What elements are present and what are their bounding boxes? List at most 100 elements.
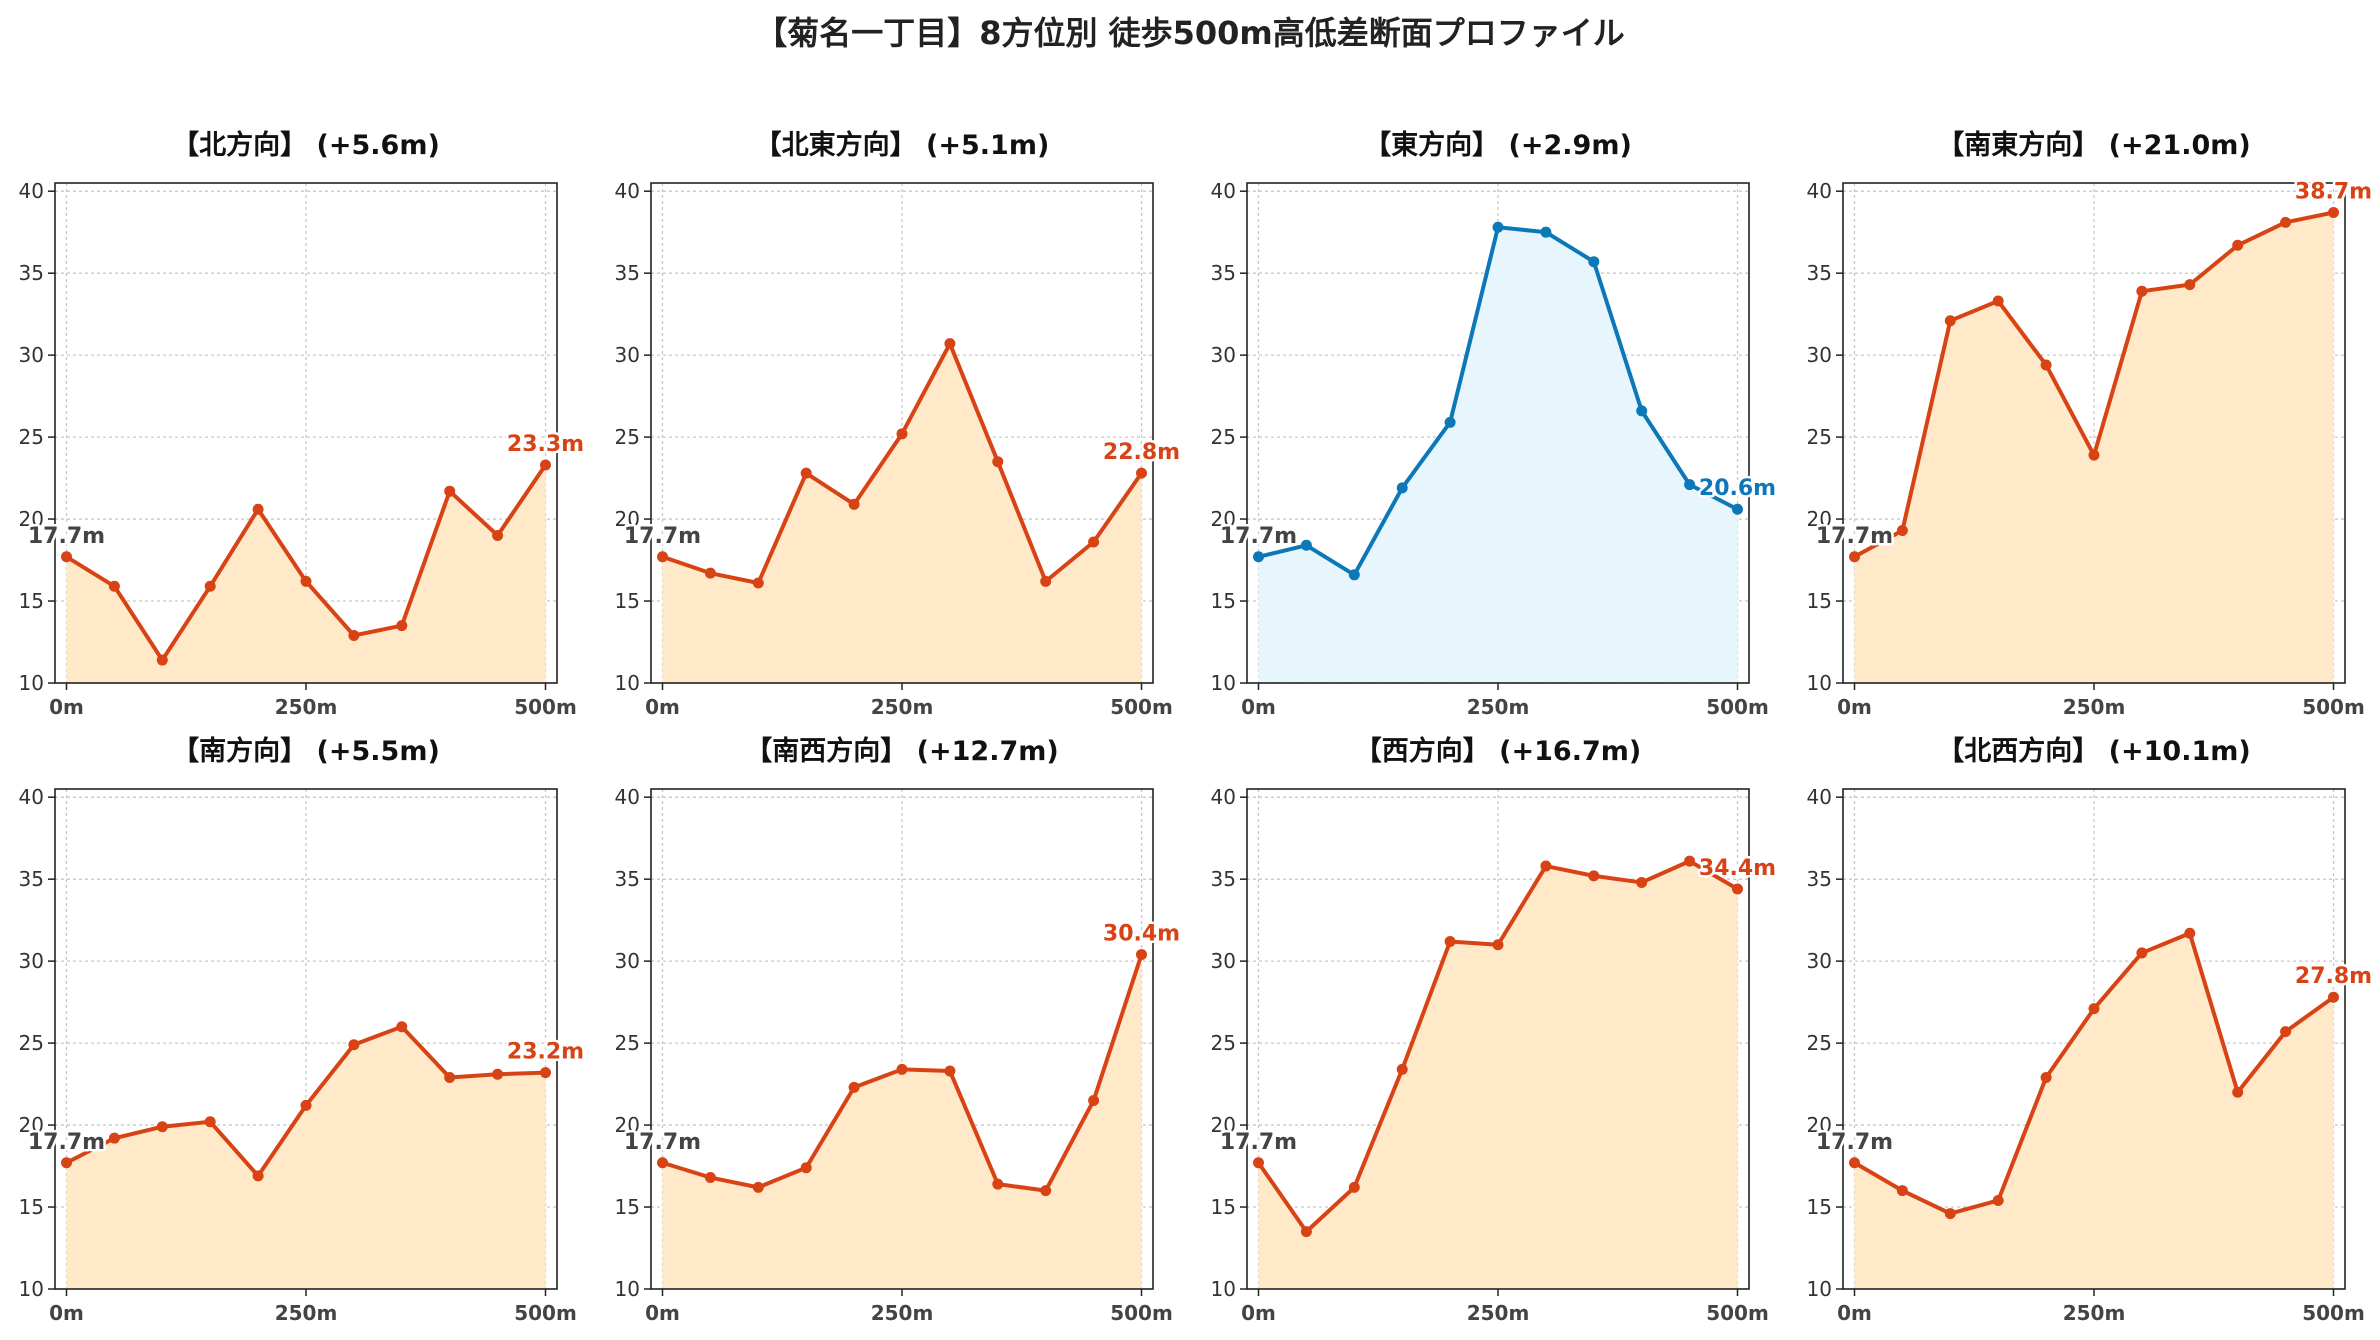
elevation-point xyxy=(800,1162,812,1174)
y-tick-label: 30 xyxy=(615,949,640,973)
elevation-point xyxy=(1444,935,1456,947)
y-tick-label: 20 xyxy=(1807,1113,1832,1137)
y-tick-label: 35 xyxy=(1807,867,1832,891)
elevation-area xyxy=(1258,227,1738,683)
elevation-point xyxy=(992,456,1004,468)
x-tick-label: 250m xyxy=(1467,695,1530,719)
y-tick-label: 15 xyxy=(1211,1195,1236,1219)
elevation-point xyxy=(1300,1226,1312,1238)
elevation-point xyxy=(2328,207,2340,219)
elevation-point xyxy=(1588,870,1600,882)
elevation-point xyxy=(1492,221,1504,233)
elevation-point xyxy=(1896,1185,1908,1197)
panel-4: 【南東方向】 (+21.0m) 10 15 20 25 30 35 40 0m 250m 500m 1… xyxy=(1807,129,2375,719)
elevation-point xyxy=(1396,482,1408,494)
y-tick-label: 20 xyxy=(1211,507,1236,531)
x-tick-label: 0m xyxy=(49,1301,84,1325)
elevation-point xyxy=(1492,939,1504,951)
start-elevation-label: 17.7m xyxy=(1816,524,1893,549)
elevation-point xyxy=(396,1021,408,1033)
y-tick-label: 25 xyxy=(19,1031,44,1055)
start-elevation-label: 17.7m xyxy=(624,524,701,549)
elevation-point xyxy=(1252,551,1264,563)
y-tick-label: 15 xyxy=(1211,589,1236,613)
elevation-area xyxy=(662,343,1142,683)
y-tick-label: 40 xyxy=(1211,179,1236,203)
x-tick-label: 500m xyxy=(514,695,577,719)
elevation-point xyxy=(1588,256,1600,268)
elevation-point xyxy=(1136,949,1148,961)
elevation-point xyxy=(848,1081,860,1093)
elevation-point xyxy=(896,428,908,440)
panel-title: 【南西方向】 (+12.7m) xyxy=(745,735,1058,767)
panel-7: 【西方向】 (+16.7m) 10 15 20 25 30 35 40 0m 250m 500m 17… xyxy=(1211,735,1779,1325)
x-tick-label: 500m xyxy=(514,1301,577,1325)
y-tick-label: 25 xyxy=(1211,425,1236,449)
elevation-point xyxy=(204,580,216,592)
elevation-point xyxy=(300,575,312,587)
x-tick-label: 500m xyxy=(2302,1301,2365,1325)
elevation-point xyxy=(1944,315,1956,327)
elevation-point xyxy=(944,1065,956,1077)
elevation-point xyxy=(156,654,168,666)
elevation-point xyxy=(752,577,764,589)
x-tick-label: 500m xyxy=(1706,695,1769,719)
elevation-point xyxy=(1540,226,1552,238)
y-tick-label: 40 xyxy=(1807,179,1832,203)
y-tick-label: 30 xyxy=(1807,343,1832,367)
elevation-point xyxy=(1040,1185,1052,1197)
elevation-point xyxy=(1136,467,1148,479)
y-tick-label: 25 xyxy=(1211,1031,1236,1055)
x-tick-label: 250m xyxy=(871,1301,934,1325)
start-elevation-label: 17.7m xyxy=(1816,1130,1893,1155)
end-elevation-label: 20.6m xyxy=(1699,476,1776,501)
x-tick-label: 0m xyxy=(1837,1301,1872,1325)
y-tick-label: 35 xyxy=(615,261,640,285)
x-tick-label: 500m xyxy=(1110,695,1173,719)
y-tick-label: 35 xyxy=(1211,867,1236,891)
x-tick-label: 250m xyxy=(871,695,934,719)
elevation-point xyxy=(60,1157,72,1169)
elevation-point xyxy=(2280,216,2292,228)
y-tick-label: 25 xyxy=(19,425,44,449)
y-tick-label: 20 xyxy=(615,507,640,531)
elevation-point xyxy=(1444,416,1456,428)
x-tick-label: 250m xyxy=(275,1301,338,1325)
y-tick-label: 10 xyxy=(1211,671,1236,695)
y-tick-label: 40 xyxy=(1211,785,1236,809)
end-elevation-label: 22.8m xyxy=(1103,440,1180,465)
y-tick-label: 20 xyxy=(19,507,44,531)
elevation-point xyxy=(252,1170,264,1182)
y-tick-label: 35 xyxy=(19,261,44,285)
elevation-point xyxy=(1396,1063,1408,1075)
x-tick-label: 250m xyxy=(2063,1301,2126,1325)
elevation-point xyxy=(2040,1072,2052,1084)
elevation-area xyxy=(1258,861,1738,1289)
elevation-point xyxy=(704,1172,716,1184)
elevation-point xyxy=(2232,239,2244,251)
elevation-point xyxy=(1848,551,1860,563)
elevation-area xyxy=(1854,933,2334,1289)
y-tick-label: 10 xyxy=(615,1277,640,1301)
end-elevation-label: 38.7m xyxy=(2295,180,2372,205)
end-elevation-label: 30.4m xyxy=(1103,922,1180,947)
elevation-point xyxy=(492,529,504,541)
elevation-point xyxy=(492,1068,504,1080)
panel-title: 【南方向】 (+5.5m) xyxy=(172,735,440,767)
elevation-point xyxy=(1540,860,1552,872)
y-tick-label: 20 xyxy=(1211,1113,1236,1137)
y-tick-label: 20 xyxy=(19,1113,44,1137)
elevation-point xyxy=(2088,449,2100,461)
panel-title: 【東方向】 (+2.9m) xyxy=(1364,129,1632,161)
elevation-point xyxy=(992,1178,1004,1190)
elevation-point xyxy=(348,1039,360,1051)
elevation-point xyxy=(2184,279,2196,291)
elevation-point xyxy=(2280,1026,2292,1038)
y-tick-label: 15 xyxy=(615,589,640,613)
x-tick-label: 500m xyxy=(1110,1301,1173,1325)
y-tick-label: 10 xyxy=(19,1277,44,1301)
elevation-point xyxy=(944,338,956,350)
y-tick-label: 40 xyxy=(19,179,44,203)
